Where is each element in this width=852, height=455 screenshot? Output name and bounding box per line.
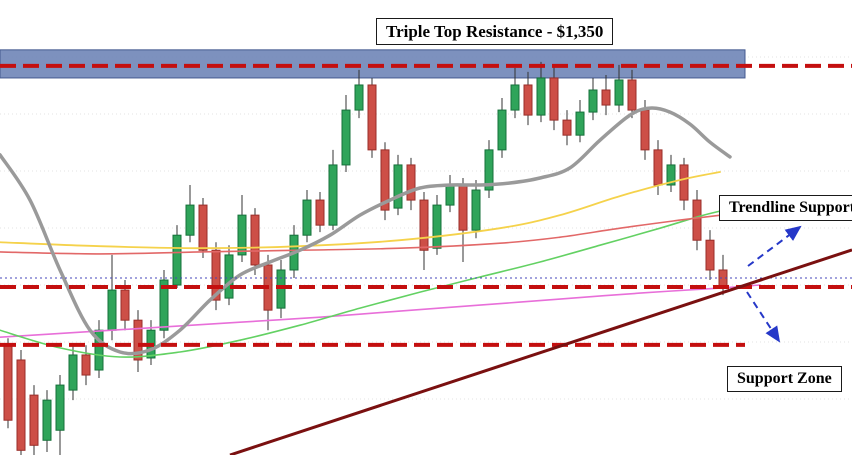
support-zone-annotation: Support Zone xyxy=(727,366,842,392)
trendline-support-annotation: Trendline Support xyxy=(719,195,852,221)
triple-top-resistance-annotation: Triple Top Resistance - $1,350 xyxy=(376,18,614,46)
